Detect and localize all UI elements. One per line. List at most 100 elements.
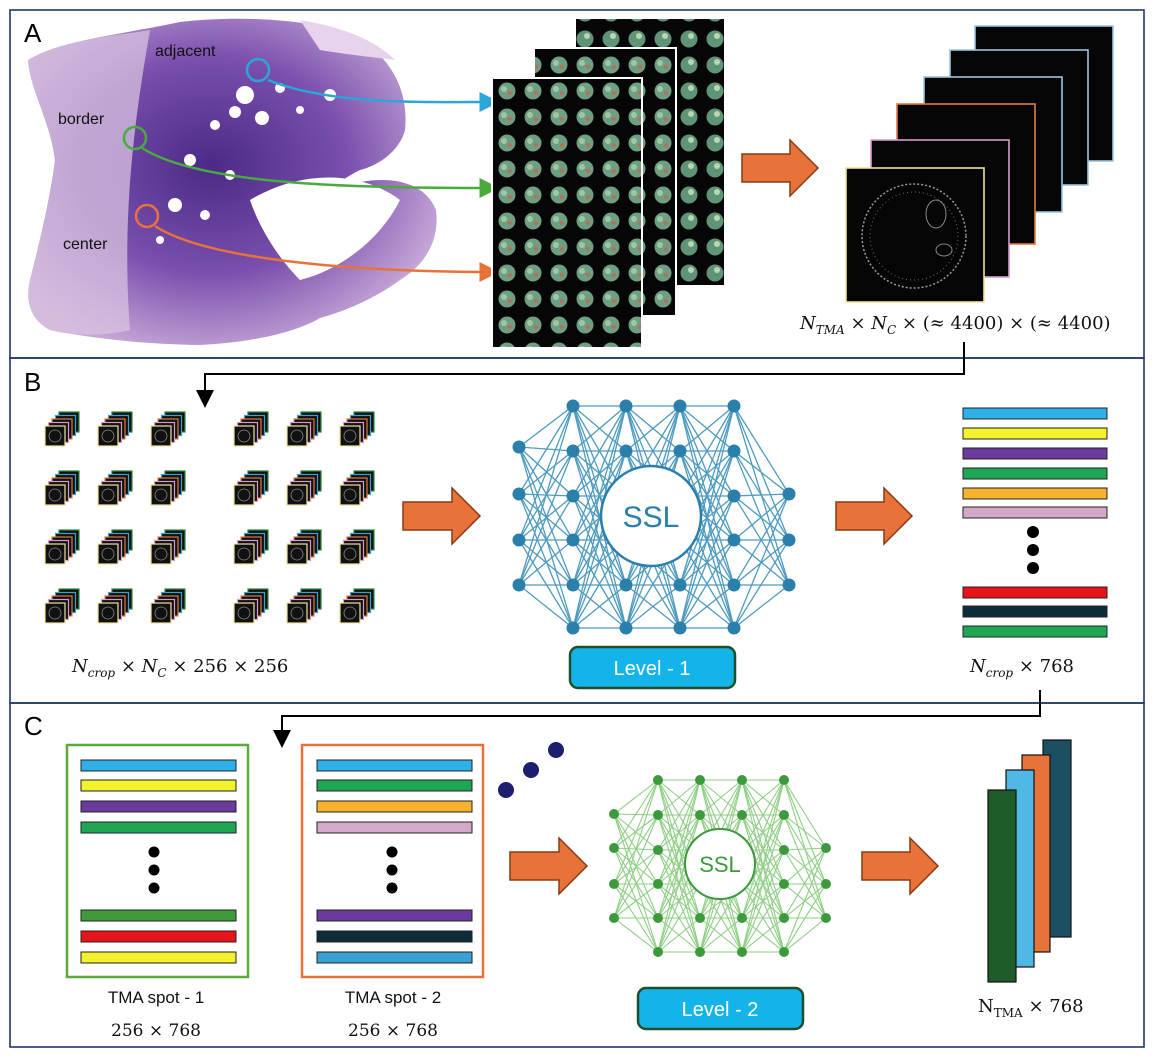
level-2-label: Level - 2: [682, 999, 759, 1021]
net2-node: [779, 810, 789, 820]
net1-node: [512, 578, 526, 592]
net1-node: [673, 578, 687, 592]
level-1-label: Level - 1: [614, 658, 691, 680]
net2-node: [653, 775, 663, 785]
crop-tile: [286, 411, 322, 447]
output-embedding-slab: [987, 789, 1017, 983]
level-1-badge: Level - 1: [568, 645, 737, 690]
spot-embedding-bar: [80, 779, 237, 792]
crop-tile: [44, 588, 80, 624]
net1-node: [727, 533, 741, 547]
crop-tile: [233, 529, 269, 565]
net1-node: [727, 489, 741, 503]
net1-node: [512, 440, 526, 454]
crop-tile: [233, 411, 269, 447]
spot-embedding-bar: [316, 951, 473, 964]
net1-node: [673, 399, 687, 413]
embedding-bar: [962, 586, 1108, 599]
tma-dims-label: NTMA × NC × (≈ 4400) × (≈ 4400): [799, 313, 1111, 337]
net2-node: [695, 913, 705, 923]
region-label-center: center: [63, 236, 108, 253]
crop-tile: [233, 470, 269, 506]
net2-node: [653, 913, 663, 923]
net1-node: [619, 399, 633, 413]
net1-node: [782, 533, 796, 547]
net1-node: [782, 487, 796, 501]
level-2-badge: Level - 2: [636, 986, 805, 1031]
tma-out-dims-text: NTMA × 768: [978, 996, 1084, 1020]
tma-spot-2-box: [300, 743, 485, 979]
region-label-adjacent: adjacent: [155, 43, 216, 60]
crop-tile: [339, 470, 375, 506]
crop-dims-text: Ncrop × NC × 256 × 256: [71, 656, 288, 680]
crop-tile: [150, 588, 186, 624]
region-circle-center: [134, 203, 160, 229]
tma-spot-2-dims: 256 × 768: [348, 1021, 438, 1041]
channel-image-stack: [845, 25, 1114, 303]
embedding-bar: [962, 605, 1108, 618]
region-label-border: border: [58, 111, 105, 128]
spot-embedding-bar: [80, 759, 237, 772]
net1-node: [727, 399, 741, 413]
ssl-core-2: SSL: [684, 828, 756, 900]
region-circle-border: [122, 125, 148, 151]
net2-node: [653, 845, 663, 855]
net1-node: [566, 578, 580, 592]
net1-node: [727, 578, 741, 592]
net1-node: [727, 621, 741, 635]
net2-node: [609, 879, 619, 889]
net1-node: [782, 578, 796, 592]
net2-node: [779, 947, 789, 957]
crop-out-dims-text: Ncrop × 768: [969, 656, 1074, 680]
tma-dims-text: NTMA × NC × (≈ 4400) × (≈ 4400): [799, 313, 1111, 337]
net2-node: [779, 775, 789, 785]
net2-node: [779, 845, 789, 855]
block-arrow-c1: [509, 836, 589, 896]
panel-a-letter: A: [24, 18, 42, 48]
crop-tile: [44, 411, 80, 447]
spot-embedding-bar: [80, 821, 237, 834]
net2-node: [695, 947, 705, 957]
crop-tile: [150, 529, 186, 565]
embedding-bar: [962, 467, 1108, 480]
ellipsis-dots-b: [1027, 526, 1039, 574]
net2-node: [609, 809, 619, 819]
net2-node: [779, 913, 789, 923]
block-arrow-c2: [861, 836, 940, 896]
net1-node: [619, 578, 633, 592]
net2-node: [695, 810, 705, 820]
crop-tile: [97, 588, 133, 624]
panel-c-frame: [9, 702, 1145, 1048]
tma-embedding-output-stack: [987, 739, 1072, 983]
spot-embedding-bar: [80, 800, 237, 813]
spot-embedding-bar: [316, 930, 473, 943]
net2-node: [821, 879, 831, 889]
crop-tile: [97, 411, 133, 447]
net2-node: [653, 947, 663, 957]
ssl-label-1: SSL: [623, 501, 680, 534]
net1-node: [566, 444, 580, 458]
tma-array-stack: [491, 17, 726, 349]
net1-node: [566, 489, 580, 503]
tma-spot-1-box: [65, 743, 250, 979]
net2-node: [609, 913, 619, 923]
tma-spot-1-label: TMA spot - 1: [108, 988, 204, 1007]
block-arrow-b1: [402, 486, 482, 546]
crop-tile: [286, 529, 322, 565]
spot-embedding-bar: [316, 759, 473, 772]
embedding-bar: [962, 487, 1108, 500]
panel-c-letter: C: [24, 711, 43, 741]
net2-node: [653, 879, 663, 889]
embedding-bar: [962, 407, 1108, 420]
net2-node: [737, 810, 747, 820]
crop-tile: [339, 411, 375, 447]
region-circle-adjacent: [245, 57, 271, 83]
ssl-network-level-1: [512, 399, 796, 635]
crop-out-dims-label: Ncrop × 768: [969, 656, 1074, 680]
arrow-border-to-tma: [141, 146, 500, 198]
crop-tile: [44, 470, 80, 506]
net2-node: [821, 913, 831, 923]
arrow-center-to-tma: [154, 224, 500, 282]
panel-b-letter: B: [24, 367, 41, 397]
arrow-adjacent-to-tma: [267, 78, 500, 113]
